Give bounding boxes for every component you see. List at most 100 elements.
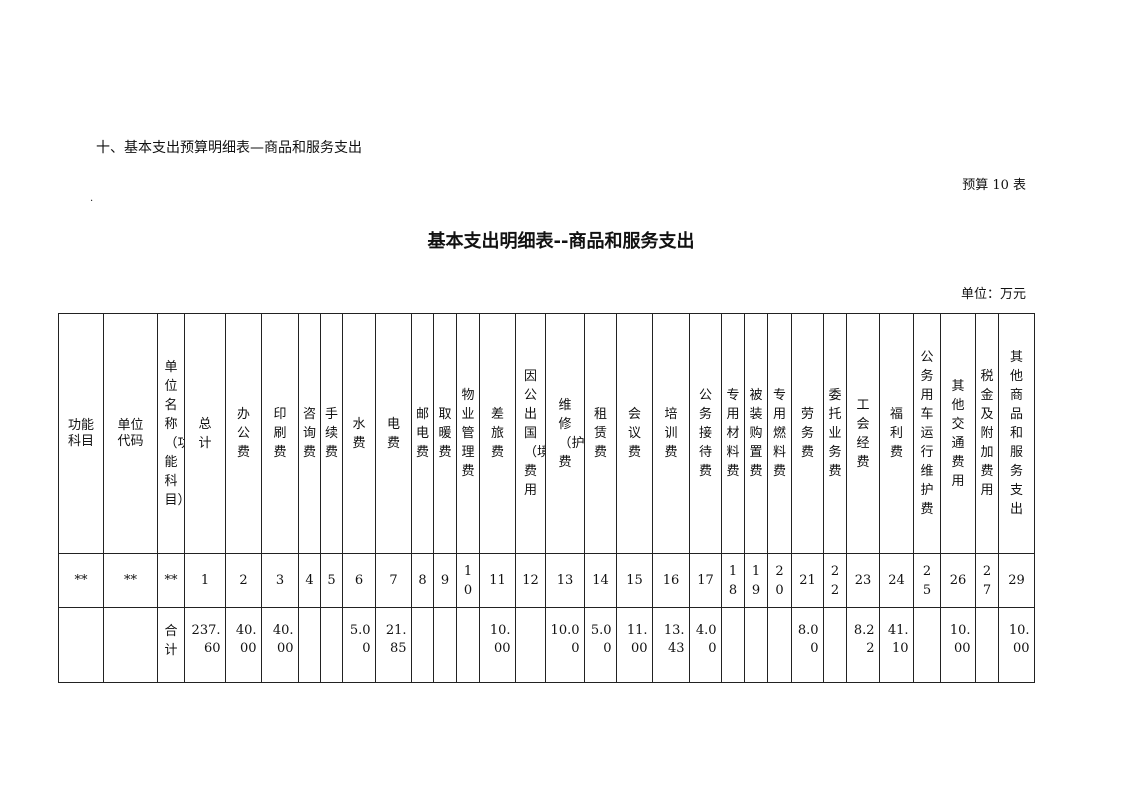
header-text: 培训费 [664, 407, 678, 460]
total-text: 8.00 [797, 623, 819, 656]
header-cell: 培训费 [652, 313, 690, 554]
header-cell: 电费 [375, 313, 412, 554]
index-text: 29 [1008, 572, 1025, 588]
total-cell: 8.00 [791, 607, 824, 683]
dot-mark: . [90, 193, 94, 204]
header-text: 会议费 [628, 407, 642, 460]
header-text: 取暖费 [438, 407, 452, 460]
total-cell [103, 607, 158, 683]
header-cell: 专用燃料费 [767, 313, 792, 554]
index-text: 24 [888, 572, 905, 588]
index-cell: 6 [342, 553, 376, 608]
total-cell [58, 607, 104, 683]
header-cell: 差旅费 [479, 313, 516, 554]
index-cell: 14 [584, 553, 617, 608]
total-cell: 10.00 [998, 607, 1035, 683]
index-cell: ** [103, 553, 158, 608]
header-cell: 办公费 [225, 313, 262, 554]
index-text: 1 [200, 572, 210, 588]
total-text: 10.00 [949, 623, 971, 656]
header-cell: 公务用车运行维护费 [913, 313, 941, 554]
index-cell: 12 [515, 553, 546, 608]
total-cell: 合计 [157, 607, 185, 683]
index-cell: 10 [456, 553, 480, 608]
total-cell [515, 607, 546, 683]
index-cell: 22 [823, 553, 847, 608]
total-cell: 8.22 [846, 607, 880, 683]
total-cell [744, 607, 768, 683]
total-cell: 5.00 [584, 607, 617, 683]
header-cell: 其他交通费用 [940, 313, 976, 554]
header-cell: 因公出国（境）费用 [515, 313, 546, 554]
header-cell: 劳务费 [791, 313, 824, 554]
header-cell: 印刷费 [261, 313, 299, 554]
total-cell: 5.00 [342, 607, 376, 683]
index-text: 14 [592, 572, 609, 588]
header-text: 总计 [198, 416, 212, 451]
index-cell: 29 [998, 553, 1035, 608]
header-text: 单位代码 [117, 417, 144, 449]
index-cell: 1 [184, 553, 226, 608]
header-text: 公务用车运行维护费 [920, 350, 934, 517]
header-cell: 税金及附加费用 [975, 313, 999, 554]
total-cell [298, 607, 321, 683]
index-cell: 13 [545, 553, 585, 608]
index-text: 18 [728, 563, 738, 598]
header-text: 手续费 [325, 407, 339, 460]
index-cell: 8 [411, 553, 434, 608]
header-text: 邮电费 [416, 407, 430, 460]
index-text: 17 [697, 572, 714, 588]
header-text: 劳务费 [801, 407, 815, 460]
header-text: 差旅费 [491, 407, 505, 460]
index-text: 13 [556, 572, 574, 588]
total-text: 13.43 [663, 623, 685, 656]
header-cell: 工会经费 [846, 313, 880, 554]
header-text: 专用材料费 [726, 388, 740, 479]
header-text: 物业管理费 [461, 388, 475, 479]
total-cell: 10.00 [545, 607, 585, 683]
header-text: 委托业务费 [828, 388, 842, 479]
index-cell: ** [157, 553, 185, 608]
total-text: 41.10 [887, 623, 909, 656]
total-cell: 21.85 [375, 607, 412, 683]
index-cell: 17 [689, 553, 722, 608]
total-text: 10.00 [1008, 623, 1030, 656]
index-text: 7 [389, 572, 398, 588]
index-text: ** [74, 572, 88, 588]
index-text: 23 [854, 572, 872, 588]
header-text: 其他商品和服务支出 [1010, 350, 1024, 517]
header-text: 公务接待费 [699, 388, 713, 479]
header-text: 因公出国（境）费用 [524, 369, 545, 498]
header-cell: 咨询费 [298, 313, 321, 554]
total-cell [456, 607, 480, 683]
index-text: 12 [522, 572, 539, 588]
header-text: 工会经费 [856, 397, 870, 470]
index-text: 4 [305, 573, 314, 588]
total-cell: 10.00 [940, 607, 976, 683]
header-cell: 租赁费 [584, 313, 617, 554]
total-text: 5.00 [349, 623, 371, 656]
index-row: ** ** ** 1 2 3 4 5 6 7 8 9 10 11 12 13 14 15 16 17 18 19 20 21 2… [58, 553, 1035, 608]
header-cell: 单位名称（功能科目） [157, 313, 185, 554]
index-cell: 7 [375, 553, 412, 608]
header-cell: 委托业务费 [823, 313, 847, 554]
index-cell: 11 [479, 553, 516, 608]
index-cell: 26 [940, 553, 976, 608]
index-text: ** [124, 572, 137, 588]
total-cell [767, 607, 792, 683]
index-cell: 4 [298, 553, 321, 608]
header-text: 福利费 [890, 407, 904, 460]
header-cell: 物业管理费 [456, 313, 480, 554]
total-cell: 11.00 [616, 607, 653, 683]
index-text: 8 [418, 573, 427, 588]
total-cell [913, 607, 941, 683]
total-cell [721, 607, 745, 683]
total-text: 10.00 [550, 623, 580, 656]
index-text: 9 [440, 573, 450, 588]
total-cell [433, 607, 457, 683]
index-text: 25 [922, 563, 932, 598]
header-text: 其他交通费用 [951, 378, 965, 489]
header-text: 电费 [387, 416, 401, 451]
